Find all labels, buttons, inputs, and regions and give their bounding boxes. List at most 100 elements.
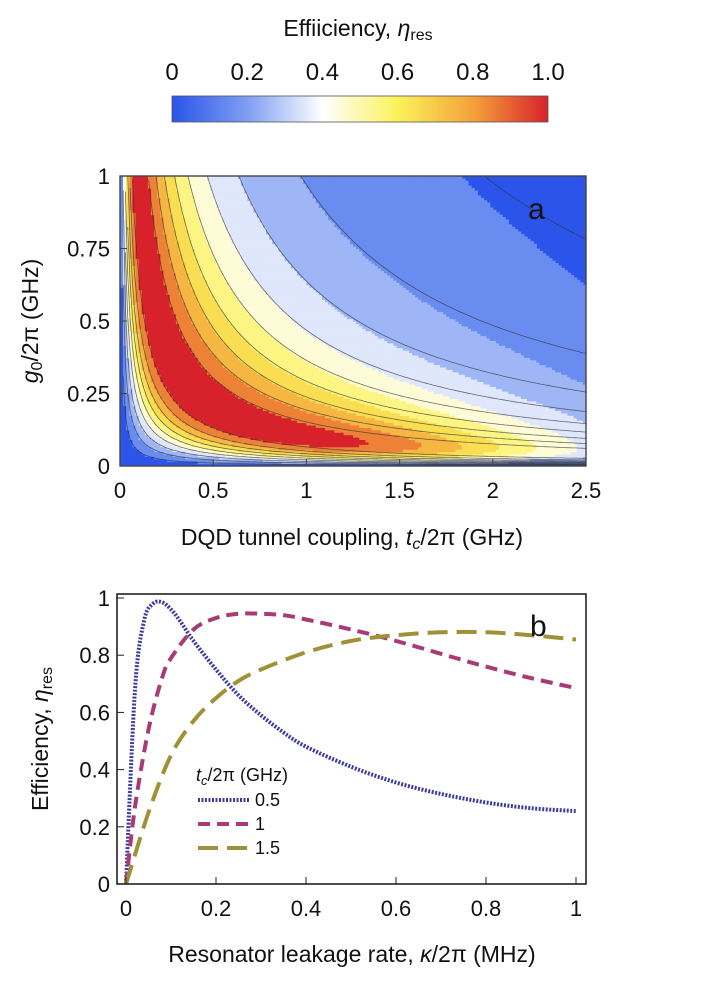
heatmap-cell <box>138 306 143 310</box>
heatmap-cell <box>175 395 180 399</box>
heatmap-cell <box>126 246 130 250</box>
heatmap-cell <box>120 253 124 257</box>
heatmap-cell <box>129 408 134 412</box>
heatmap-cell <box>200 386 205 390</box>
heatmap-cell <box>154 296 158 300</box>
heatmap-cell <box>175 337 180 341</box>
heatmap-cell <box>157 246 161 250</box>
heatmap-cell <box>147 321 152 325</box>
heatmap-cell <box>194 188 199 192</box>
heatmap-cell <box>172 304 177 308</box>
heatmap-cell <box>191 321 196 325</box>
heatmap-cell <box>175 238 180 242</box>
heatmap-cell <box>179 335 183 339</box>
heatmap-cell <box>166 250 171 254</box>
heatmap-cell <box>203 458 208 462</box>
heatmap-cell <box>185 400 189 404</box>
heatmap-cell <box>197 287 202 291</box>
heatmap-cell <box>120 221 124 225</box>
heatmap-cell <box>191 395 196 399</box>
heatmap-cell <box>126 381 130 385</box>
heatmap-cell <box>210 299 214 303</box>
heatmap-cell <box>141 219 146 223</box>
heatmap-cell <box>154 333 158 337</box>
heatmap-cell <box>210 337 214 341</box>
heatmap-cell <box>154 330 158 334</box>
heatmap-cell <box>169 248 174 252</box>
heatmap-cell <box>147 439 152 443</box>
heatmap-cell <box>206 231 211 235</box>
heatmap-cell <box>175 258 180 262</box>
heatmap-cell <box>141 437 146 441</box>
heatmap-cell <box>154 200 158 204</box>
heatmap-cell <box>129 229 134 233</box>
heatmap-cell <box>197 366 202 370</box>
heatmap-cell <box>191 405 196 409</box>
heatmap-cell <box>200 359 205 363</box>
heatmap-cell <box>169 207 174 211</box>
heatmap-cell <box>175 304 180 308</box>
heatmap-cell <box>169 299 174 303</box>
heatmap-cell <box>191 209 196 213</box>
heatmap-cell <box>154 209 158 213</box>
heatmap-cell <box>203 248 208 252</box>
heatmap-cell <box>166 451 171 455</box>
heatmap-cell <box>197 188 202 192</box>
heatmap-cell <box>194 241 199 245</box>
heatmap-cell <box>163 313 168 317</box>
heatmap-cell <box>185 323 189 327</box>
heatmap-cell <box>203 400 208 404</box>
heatmap-cell <box>188 342 193 346</box>
heatmap-cell <box>126 328 130 332</box>
heatmap-cell <box>188 185 193 189</box>
heatmap-cell <box>179 316 183 320</box>
heatmap-cell <box>141 248 146 252</box>
heatmap-cell <box>172 205 177 209</box>
heatmap-cell <box>200 260 205 264</box>
heatmap-cell <box>141 229 146 233</box>
heatmap-cell <box>172 188 177 192</box>
heatmap-cell <box>135 364 140 368</box>
heatmap-cell <box>182 209 186 213</box>
heatmap-cell <box>160 352 165 356</box>
heatmap-cell <box>179 359 183 363</box>
heatmap-cell <box>166 265 171 269</box>
heatmap-cell <box>172 231 177 235</box>
heatmap-cell <box>126 337 130 341</box>
heatmap-cell <box>210 388 214 392</box>
heatmap-cell <box>188 248 193 252</box>
heatmap-cell <box>203 321 208 325</box>
heatmap-cell <box>206 313 211 317</box>
heatmap-cell <box>179 350 183 354</box>
heatmap-cell <box>175 275 180 279</box>
heatmap-cell <box>182 306 186 310</box>
heatmap-cell <box>203 265 208 269</box>
heatmap-cell <box>197 214 202 218</box>
heatmap-cell <box>175 306 180 310</box>
heatmap-cell <box>203 241 208 245</box>
heatmap-cell <box>206 195 211 199</box>
heatmap-cell <box>166 342 171 346</box>
heatmap-cell <box>120 260 124 264</box>
heatmap-cell <box>154 318 158 322</box>
heatmap-cell <box>135 253 140 257</box>
heatmap-cell <box>194 229 199 233</box>
heatmap-cell <box>147 374 152 378</box>
heatmap-cell <box>132 366 137 370</box>
heatmap-cell <box>188 275 193 279</box>
heatmap-cell <box>129 350 134 354</box>
heatmap-cell <box>144 374 149 378</box>
heatmap-cell <box>147 214 152 218</box>
heatmap-cell <box>182 357 186 361</box>
heatmap-cell <box>141 209 146 213</box>
heatmap-cell <box>160 202 165 206</box>
heatmap-cell <box>185 209 189 213</box>
heatmap-cell <box>200 410 205 414</box>
heatmap-cell <box>191 446 196 450</box>
heatmap-cell <box>163 371 168 375</box>
heatmap-cell <box>169 190 174 194</box>
heatmap-cell <box>135 265 140 269</box>
heatmap-cell <box>147 229 152 233</box>
heatmap-cell <box>175 398 180 402</box>
heatmap-cell <box>172 277 177 281</box>
